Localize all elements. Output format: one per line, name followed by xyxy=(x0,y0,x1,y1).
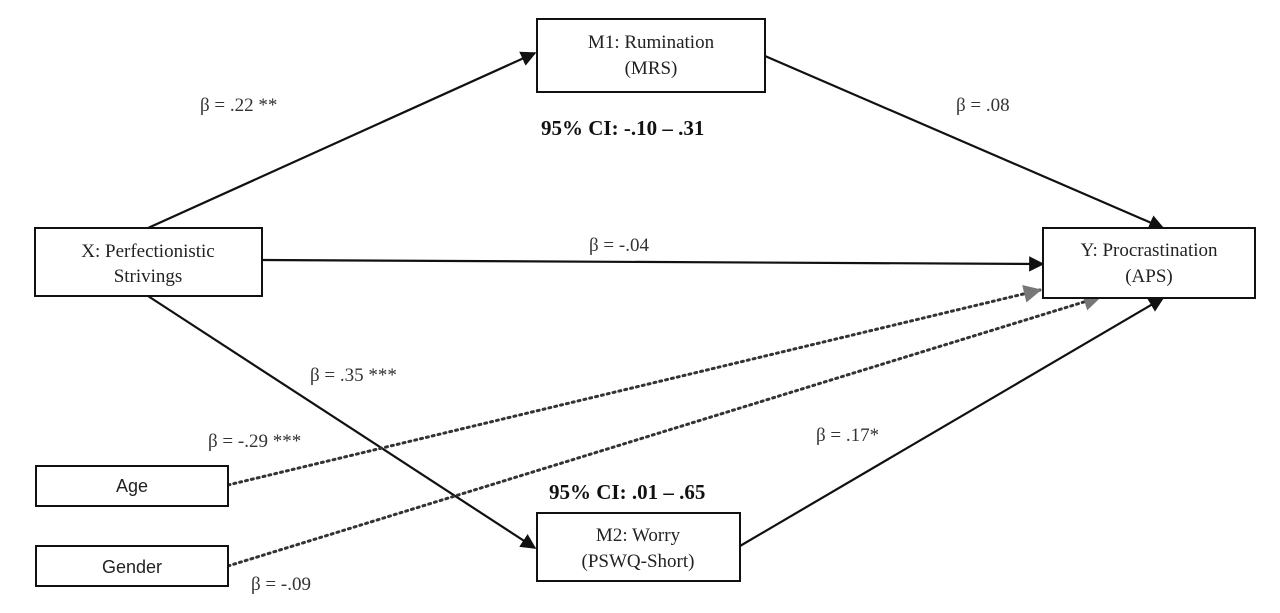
ci-m1: 95% CI: -.10 – .31 xyxy=(541,116,704,140)
node-x-label-line1: X: Perfectionistic xyxy=(81,241,215,262)
coef-age-y: β = -.29 *** xyxy=(208,431,301,452)
node-y-label-line1: Y: Procrastination xyxy=(1080,240,1218,261)
arrow-m1-to-y xyxy=(764,54,1165,230)
ci-m2: 95% CI: .01 – .65 xyxy=(549,480,705,504)
node-m2-label-line1: M2: Worry xyxy=(596,525,681,546)
coef-m2-y: β = .17* xyxy=(816,425,879,446)
arrow-x-to-m1 xyxy=(147,51,537,230)
node-m1-label-line2: (MRS) xyxy=(625,58,678,79)
node-x-label-line2: Strivings xyxy=(114,266,183,287)
node-age-label: Age xyxy=(116,476,148,496)
node-age-box xyxy=(35,465,229,507)
arrow-gender-to-y xyxy=(226,293,1102,568)
arrow-x-to-m2 xyxy=(147,295,537,549)
node-m1-label-line1: M1: Rumination xyxy=(588,32,715,53)
arrow-x-to-y xyxy=(261,256,1045,272)
arrow-m2-to-y xyxy=(739,297,1165,547)
coef-x-m2: β = .35 *** xyxy=(310,365,397,386)
coef-x-y: β = -.04 xyxy=(589,235,649,256)
node-m2-label-line2: (PSWQ-Short) xyxy=(582,551,695,572)
node-y-label-line2: (APS) xyxy=(1125,266,1173,287)
arrow-age-to-y xyxy=(226,285,1042,487)
node-gender-label: Gender xyxy=(102,557,162,577)
node-m2-box xyxy=(536,512,741,582)
node-y-box xyxy=(1042,227,1256,299)
node-m1-box xyxy=(536,18,766,93)
coef-gender-y: β = -.09 xyxy=(251,574,311,595)
node-gender-box xyxy=(35,545,229,587)
node-x-box xyxy=(34,227,263,297)
coef-x-m1: β = .22 ** xyxy=(200,95,277,116)
coef-m1-y: β = .08 xyxy=(956,95,1010,116)
